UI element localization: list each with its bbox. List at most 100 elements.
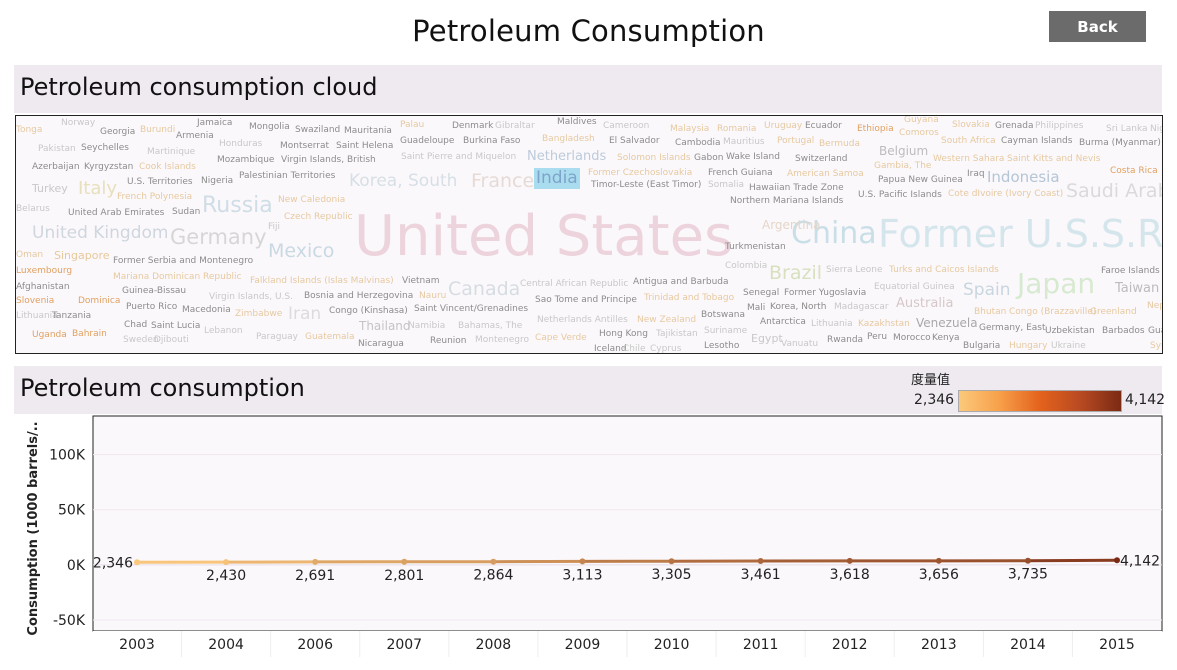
- cloud-word[interactable]: Tanzania: [52, 311, 92, 321]
- cloud-word[interactable]: Uganda: [32, 330, 67, 340]
- cloud-word[interactable]: Fiji: [268, 222, 281, 232]
- cloud-word[interactable]: Antigua and Barbuda: [633, 277, 729, 287]
- cloud-word[interactable]: Sweden: [123, 335, 159, 345]
- cloud-word[interactable]: Wake Island: [726, 152, 780, 162]
- cloud-word[interactable]: Turks and Caicos Islands: [889, 265, 999, 275]
- cloud-word[interactable]: United Kingdom: [32, 223, 169, 243]
- cloud-word[interactable]: Guadeloupe: [400, 136, 455, 146]
- cloud-word[interactable]: Madagascar: [834, 302, 889, 312]
- cloud-word[interactable]: Bahrain: [72, 329, 107, 339]
- cloud-word[interactable]: Chile: [623, 344, 646, 354]
- cloud-word[interactable]: Zimbabwe: [235, 309, 283, 319]
- cloud-word[interactable]: Sierra Leone: [826, 265, 883, 275]
- cloud-word[interactable]: Suriname: [704, 326, 748, 336]
- cloud-word[interactable]: Cook Islands: [139, 162, 196, 172]
- cloud-word[interactable]: Netherlands Antilles: [537, 315, 628, 325]
- cloud-word[interactable]: Saint Helena: [336, 141, 394, 151]
- cloud-word[interactable]: Kyrgyzstan: [84, 162, 134, 172]
- cloud-word[interactable]: Ethiopia: [857, 124, 894, 134]
- cloud-word[interactable]: Mozambique: [217, 155, 275, 165]
- cloud-word[interactable]: Mauritius: [723, 137, 765, 147]
- cloud-word[interactable]: Guam: [1148, 326, 1162, 336]
- cloud-word[interactable]: Norway: [61, 118, 96, 128]
- cloud-word[interactable]: Thailand: [359, 319, 411, 333]
- cloud-word[interactable]: Former Czechoslovakia: [588, 168, 693, 178]
- cloud-word[interactable]: Turkmenistan: [725, 242, 786, 252]
- cloud-word[interactable]: Hong Kong: [599, 329, 648, 339]
- cloud-word[interactable]: Papua New Guinea: [878, 175, 963, 185]
- cloud-word[interactable]: Sao Tome and Principe: [535, 295, 637, 305]
- cloud-word[interactable]: Mariana Dominican Republic: [113, 272, 242, 282]
- cloud-word[interactable]: Germany, East: [979, 323, 1046, 333]
- cloud-word[interactable]: Colombia: [725, 261, 768, 271]
- cloud-word[interactable]: Nauru: [419, 291, 447, 301]
- cloud-word[interactable]: Equatorial Guinea: [874, 282, 955, 292]
- cloud-word[interactable]: Lebanon: [204, 326, 243, 336]
- cloud-word[interactable]: Romania: [717, 124, 757, 134]
- cloud-word[interactable]: Central African Republic: [520, 279, 629, 289]
- cloud-word[interactable]: Ukraine: [1051, 341, 1086, 351]
- cloud-word[interactable]: Namibia: [408, 321, 446, 331]
- cloud-word[interactable]: Guinea-Bissau: [122, 286, 187, 296]
- cloud-word[interactable]: New Caledonia: [278, 195, 346, 205]
- cloud-word[interactable]: Rwanda: [827, 335, 864, 345]
- cloud-word[interactable]: Kenya: [932, 333, 960, 343]
- cloud-word[interactable]: Swaziland: [295, 125, 341, 135]
- cloud-word[interactable]: Cape Verde: [535, 333, 587, 343]
- cloud-word[interactable]: India: [534, 168, 580, 189]
- cloud-word[interactable]: Nicaragua: [358, 339, 404, 349]
- cloud-word[interactable]: Australia: [896, 296, 954, 311]
- cloud-word[interactable]: Iraq: [967, 169, 985, 179]
- cloud-word[interactable]: Niger: [1150, 124, 1162, 134]
- cloud-word[interactable]: Cyprus: [650, 344, 682, 354]
- cloud-word[interactable]: Bermuda: [819, 139, 860, 149]
- cloud-word[interactable]: Lithuania: [811, 319, 853, 329]
- cloud-word[interactable]: Slovenia: [16, 296, 55, 306]
- cloud-word[interactable]: Faroe Islands: [1101, 266, 1160, 276]
- cloud-word[interactable]: Bangladesh: [542, 134, 595, 144]
- cloud-word[interactable]: Oman: [16, 250, 44, 260]
- cloud-word[interactable]: Malaysia: [670, 124, 710, 134]
- cloud-word[interactable]: Dominica: [78, 296, 121, 306]
- cloud-word[interactable]: Puerto Rico: [126, 302, 178, 312]
- cloud-word[interactable]: New Zealand: [637, 315, 697, 325]
- cloud-word[interactable]: Maldives: [557, 117, 597, 127]
- cloud-word[interactable]: Mongolia: [249, 122, 290, 132]
- cloud-word[interactable]: Iran: [288, 304, 322, 324]
- cloud-word[interactable]: Gabon: [694, 153, 724, 163]
- cloud-word[interactable]: Canada: [448, 278, 521, 300]
- cloud-word[interactable]: Timor-Leste (East Timor): [591, 180, 702, 190]
- cloud-word[interactable]: Peru: [867, 332, 888, 342]
- cloud-word[interactable]: Jamaica: [197, 118, 233, 128]
- cloud-word[interactable]: French Guiana: [708, 168, 773, 178]
- cloud-word[interactable]: Cameroon: [603, 121, 650, 131]
- cloud-word[interactable]: Hawaiian Trade Zone: [749, 183, 844, 193]
- cloud-word[interactable]: Switzerland: [795, 154, 848, 164]
- cloud-word[interactable]: Ecuador: [805, 121, 842, 131]
- cloud-word[interactable]: Vanuatu: [781, 339, 819, 349]
- cloud-word[interactable]: Saint Lucia: [151, 321, 201, 331]
- cloud-word[interactable]: Bhutan: [974, 307, 1007, 317]
- cloud-word[interactable]: Czech Republic: [284, 212, 353, 222]
- cloud-word[interactable]: Philippines: [1035, 121, 1084, 131]
- cloud-word[interactable]: France: [471, 170, 535, 192]
- cloud-word[interactable]: French Polynesia: [117, 192, 193, 202]
- cloud-word[interactable]: Netherlands: [527, 149, 607, 164]
- cloud-word[interactable]: Egypt: [751, 332, 783, 345]
- cloud-word[interactable]: Reunion: [430, 336, 467, 346]
- cloud-word[interactable]: Burundi: [140, 125, 176, 135]
- cloud-word[interactable]: Montenegro: [475, 335, 530, 345]
- cloud-word[interactable]: Former U.S.S.R.: [878, 212, 1163, 256]
- cloud-word[interactable]: Mexico: [268, 240, 335, 262]
- cloud-word[interactable]: Palau: [400, 120, 425, 130]
- cloud-word[interactable]: Bosnia and Herzegovina: [304, 291, 414, 301]
- cloud-word[interactable]: Slovakia: [952, 120, 990, 130]
- cloud-word[interactable]: Korea, South: [349, 171, 458, 191]
- cloud-word[interactable]: Singapore: [54, 249, 110, 262]
- cloud-word[interactable]: Paraguay: [256, 332, 299, 342]
- cloud-word[interactable]: Burma (Myanmar): [1079, 138, 1161, 148]
- cloud-word[interactable]: Saint Vincent/Grenadines: [414, 304, 529, 314]
- cloud-word[interactable]: Syria: [1150, 341, 1162, 351]
- back-button[interactable]: Back: [1049, 11, 1146, 42]
- cloud-word[interactable]: Tajikistan: [656, 329, 698, 339]
